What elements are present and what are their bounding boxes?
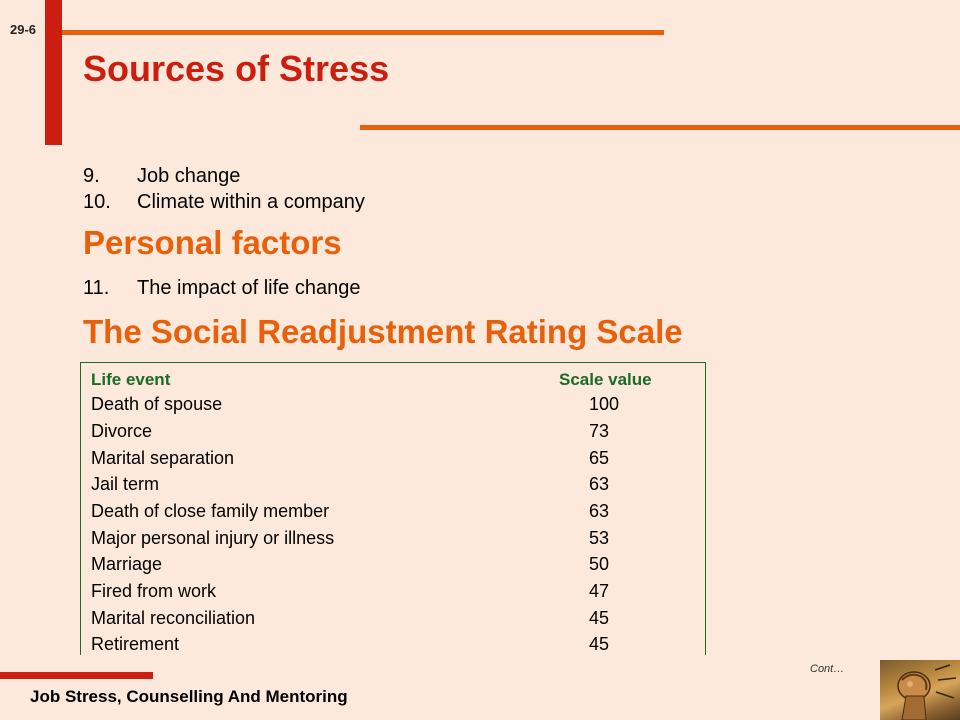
table-cell-value: 73 — [589, 421, 610, 441]
table-row: Marital separation 65 — [91, 445, 701, 472]
table-row: Jail term 63 — [91, 471, 701, 498]
table-cell-event: Marital separation — [91, 448, 235, 468]
accent-footer-rule — [0, 672, 153, 679]
table-cell-value: 53 — [589, 528, 610, 548]
continued-label: Cont… — [810, 663, 845, 675]
table-cell-event: Marital reconciliation — [91, 608, 256, 628]
table-row: Fired from work 47 — [91, 578, 701, 605]
table-cell-value: 63 — [589, 474, 610, 494]
section-heading-scale: The Social Readjustment Rating Scale — [83, 313, 683, 350]
table-cell-event: Death of close family member — [91, 501, 330, 521]
list-item-number: 11. — [83, 277, 110, 299]
table-row: Marital reconciliation 45 — [91, 605, 701, 632]
table-row: Death of spouse 100 — [91, 391, 701, 418]
list-item-text: Job change — [137, 165, 241, 187]
footer-title: Job Stress, Counselling And Mentoring — [30, 687, 348, 706]
accent-vertical-bar — [45, 0, 62, 145]
table-cell-event: Death of spouse — [91, 394, 223, 414]
table-cell-value: 45 — [589, 634, 610, 654]
list-item-number: 9. — [83, 165, 100, 187]
slide-number: 29-6 — [10, 22, 37, 37]
table-row: Marriage 50 — [91, 551, 701, 578]
list-item-text: The impact of life change — [137, 277, 361, 299]
table-cell-event: Marriage — [91, 554, 163, 574]
table-cell-event: Divorce — [91, 421, 153, 441]
table-cell-event: Jail term — [91, 474, 160, 494]
section-heading-personal: Personal factors — [83, 224, 342, 261]
table-row: Major personal injury or illness 53 — [91, 525, 701, 552]
list-item: 11. The impact of life change — [83, 275, 360, 301]
table-cell-value: 63 — [589, 501, 610, 521]
accent-top-rule — [62, 30, 664, 35]
column-header-scale-value: Scale value — [559, 370, 652, 389]
table-cell-event: Major personal injury or illness — [91, 528, 335, 548]
table-cell-event: Fired from work — [91, 581, 217, 601]
table-cell-value: 45 — [589, 608, 610, 628]
slide-title: Sources of Stress — [83, 48, 390, 89]
accent-title-rule — [360, 125, 960, 130]
column-header-life-event: Life event — [91, 370, 171, 389]
table-row: Divorce 73 — [91, 418, 701, 445]
table-cell-value: 65 — [589, 448, 610, 468]
table-cell-value: 100 — [589, 394, 620, 414]
table-cell-value: 47 — [589, 581, 610, 601]
table-row: Retirement 45 — [91, 631, 701, 658]
rating-scale-table: Life event Scale value Death of spouse 1… — [80, 362, 706, 655]
list-item: 10. Climate within a company — [83, 189, 365, 215]
table-row: Death of close family member 63 — [91, 498, 701, 525]
list-item: 9. Job change — [83, 163, 240, 189]
table-cell-value: 50 — [589, 554, 610, 574]
list-item-text: Climate within a company — [137, 191, 365, 213]
table-header-row: Life event Scale value — [91, 366, 701, 393]
fist-icon — [897, 664, 957, 720]
stress-fist-image — [880, 660, 960, 720]
list-item-number: 10. — [83, 191, 111, 213]
table-cell-event: Retirement — [91, 634, 180, 654]
